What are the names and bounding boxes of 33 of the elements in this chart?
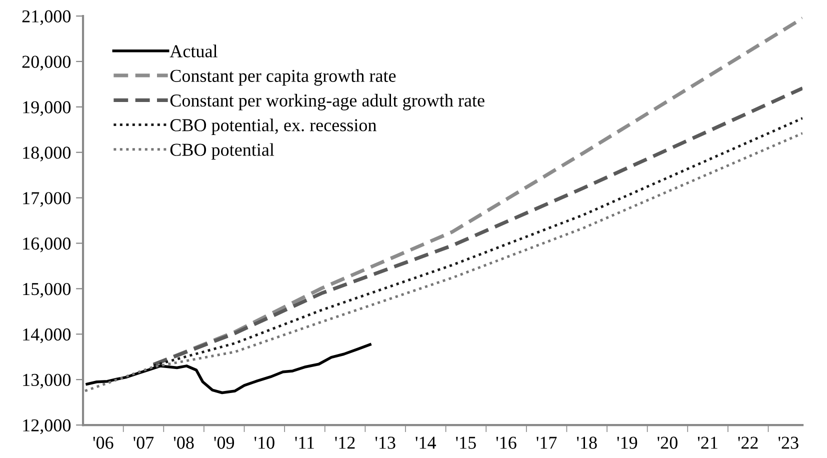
x-tick-label: '18 (576, 436, 597, 449)
x-tick-label: '22 (738, 436, 758, 449)
x-tick-label: '23 (778, 436, 798, 449)
y-tick-label: 20,000 (22, 56, 71, 71)
x-tick-label: '12 (335, 436, 355, 449)
x-tick-label: '06 (93, 436, 114, 449)
x-tick-label: '09 (214, 436, 234, 449)
x-tick-label: '17 (536, 436, 557, 449)
x-tick-label: '08 (174, 436, 194, 449)
x-tick-label: '19 (617, 436, 638, 449)
x-tick-label: '14 (416, 436, 436, 449)
legend-label: Actual (170, 44, 218, 58)
legend-label: Constant per capita growth rate (170, 69, 396, 86)
x-tick-label: '21 (698, 436, 718, 449)
x-tick-label: '11 (295, 436, 314, 449)
y-tick-label: 15,000 (23, 282, 71, 298)
y-tick-label: 18,000 (23, 146, 71, 162)
x-tick-label: '15 (456, 436, 476, 449)
y-tick-label: 14,000 (23, 328, 71, 344)
x-tick-label: '16 (496, 436, 516, 449)
x-tick-label: '20 (658, 436, 678, 449)
y-tick-label: 12,000 (23, 419, 71, 434)
legend-label: CBO potential, ex. recession (170, 118, 376, 135)
y-tick-label: 19,000 (23, 101, 71, 116)
y-tick-label: 13,000 (23, 374, 71, 389)
y-tick-label: 17,000 (23, 192, 71, 207)
x-tick-label: '13 (375, 436, 396, 449)
legend-label: Constant per working-age adult growth rate (170, 94, 484, 110)
legend-label: CBO potential (170, 143, 274, 160)
x-tick-label: '10 (254, 436, 274, 449)
x-tick-label: '07 (134, 436, 154, 449)
y-tick-label: 21,000 (22, 10, 71, 26)
y-tick-label: 16,000 (23, 238, 71, 252)
